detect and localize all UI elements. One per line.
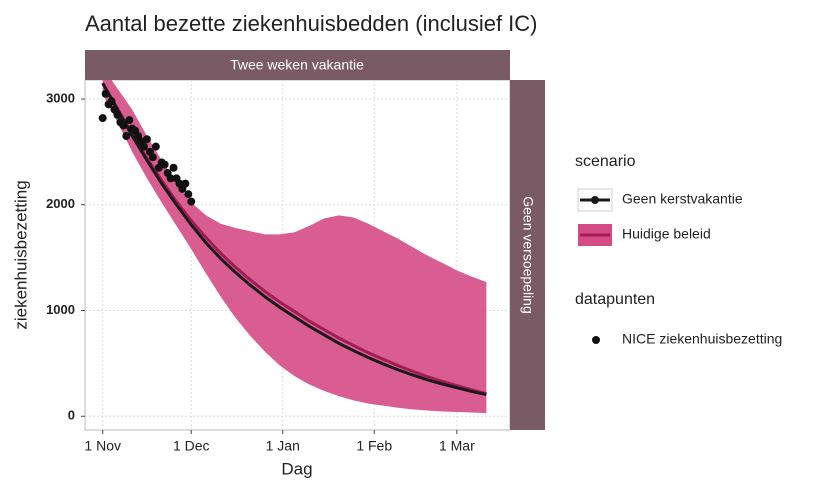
y-tick-label: 3000 — [46, 90, 75, 105]
data-point — [140, 142, 149, 151]
legend-swatch — [591, 196, 599, 204]
chart-title: Aantal bezette ziekenhuisbedden (inclusi… — [85, 11, 538, 36]
x-axis-label: Dag — [281, 459, 312, 478]
x-tick-label: 1 Mar — [439, 438, 475, 454]
legend-label: Huidige beleid — [622, 226, 711, 242]
data-point — [122, 132, 131, 141]
y-axis-label: ziekenhuisbezetting — [11, 180, 30, 329]
data-point — [142, 135, 151, 144]
data-point — [125, 116, 134, 125]
data-point — [184, 190, 193, 199]
line — [101, 82, 487, 397]
line — [101, 82, 487, 395]
legend-title: scenario — [575, 153, 636, 170]
x-tick-label: 1 Nov — [84, 438, 121, 454]
plot-area — [85, 80, 510, 430]
data-point — [148, 153, 157, 162]
data-point — [119, 121, 128, 130]
y-tick-label: 0 — [68, 408, 75, 423]
data-point — [169, 163, 178, 172]
data-point — [160, 160, 169, 169]
data-point — [181, 179, 190, 188]
data-point — [98, 114, 107, 123]
data-point — [151, 142, 160, 151]
y-tick-label: 2000 — [46, 196, 75, 211]
legend-label: NICE ziekenhuisbezetting — [622, 331, 782, 347]
data-point — [101, 89, 110, 98]
legend-swatch — [592, 336, 600, 344]
legend-title: datapunten — [575, 291, 655, 308]
y-tick-label: 1000 — [46, 302, 75, 317]
strip-label: Geen versoepeling — [520, 196, 536, 314]
strip — [85, 50, 510, 80]
data-point — [107, 97, 116, 106]
data-point — [166, 174, 175, 183]
strip-label: Twee weken vakantie — [230, 57, 364, 73]
x-tick-label: 1 Feb — [356, 438, 392, 454]
x-tick-label: 1 Jan — [266, 438, 300, 454]
data-point — [187, 197, 196, 206]
confidence-band — [102, 80, 487, 414]
x-tick-label: 1 Dec — [173, 438, 210, 454]
strip — [510, 80, 545, 430]
data-point — [113, 110, 122, 119]
legend-label: Geen kerstvakantie — [622, 191, 743, 207]
